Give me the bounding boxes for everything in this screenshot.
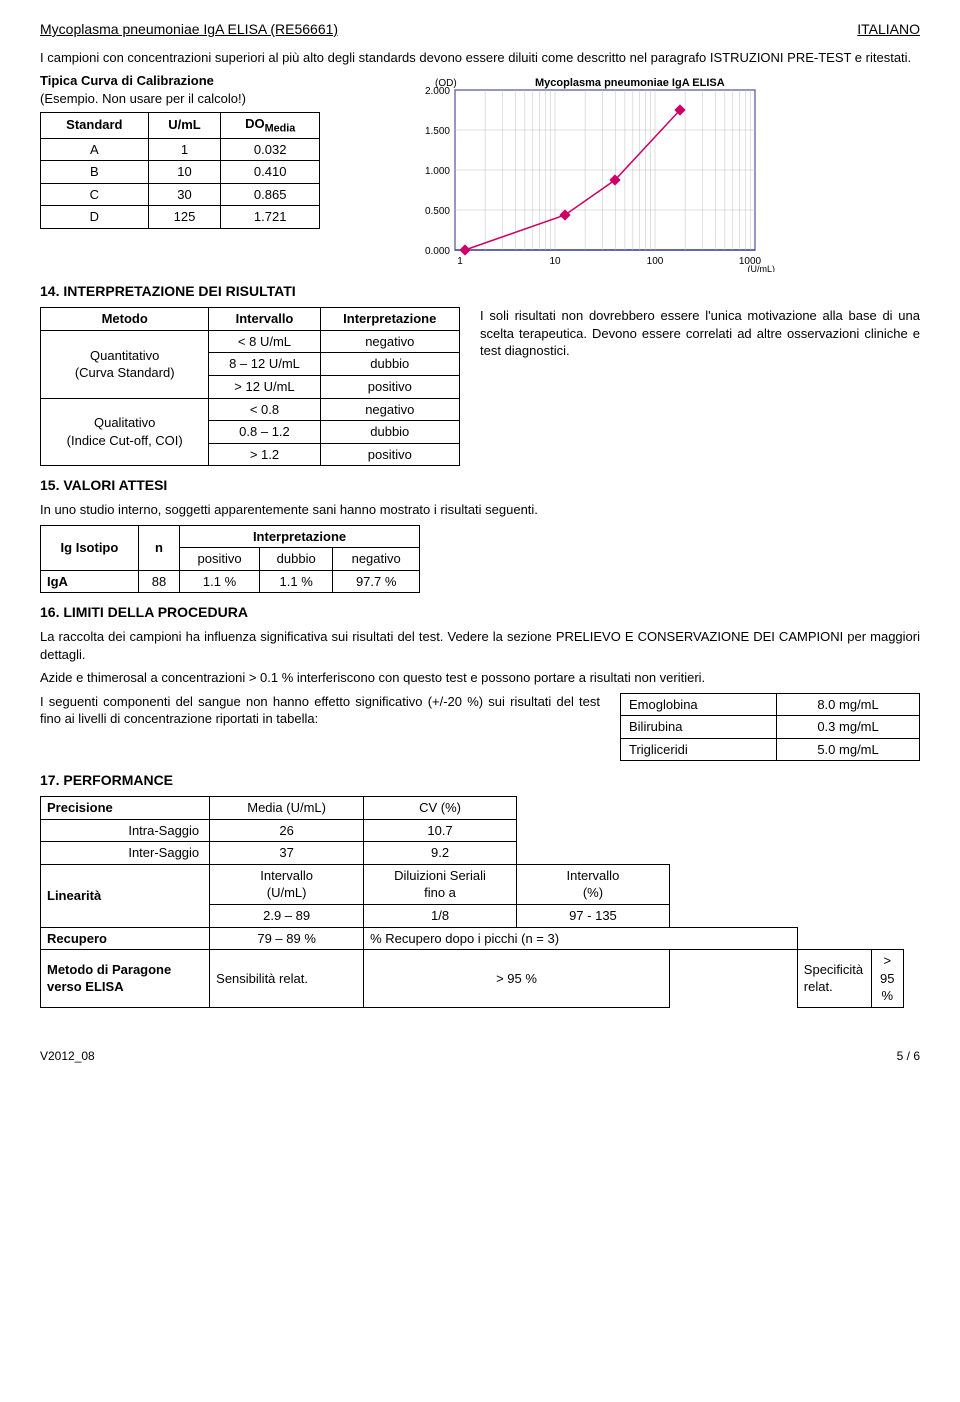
interpretation-table: MetodoIntervalloInterpretazione Quantita… (40, 307, 460, 466)
svg-text:Mycoplasma pneumoniae IgA ELIS: Mycoplasma pneumoniae IgA ELISA (535, 77, 725, 89)
intro-text: I campioni con concentrazioni superiori … (40, 49, 920, 67)
s16-p3: I seguenti componenti del sangue non han… (40, 693, 600, 728)
header-left: Mycoplasma pneumoniae IgA ELISA (RE56661… (40, 20, 338, 39)
table-row: D1251.721 (41, 206, 320, 229)
svg-text:0.500: 0.500 (425, 206, 450, 217)
expected-values-table: Ig Isotipo n Interpretazione positivodub… (40, 525, 420, 594)
svg-text:1.000: 1.000 (425, 166, 450, 177)
s16-p2: Azide e thimerosal a concentrazioni > 0.… (40, 669, 920, 687)
col-standard: Standard (41, 112, 149, 138)
section-15-title: 15. VALORI ATTESI (40, 476, 920, 495)
svg-text:1.500: 1.500 (425, 126, 450, 137)
calibration-table: Standard U/mL DOMedia A10.032 B100.410 C… (40, 112, 320, 229)
footer-right: 5 / 6 (897, 1048, 920, 1064)
header-right: ITALIANO (857, 20, 920, 39)
s15-text: In uno studio interno, soggetti apparent… (40, 501, 920, 519)
col-uml: U/mL (148, 112, 221, 138)
page-footer: V2012_08 5 / 6 (40, 1048, 920, 1064)
performance-table: Precisione Media (U/mL) CV (%) Intra-Sag… (40, 796, 920, 1007)
footer-left: V2012_08 (40, 1048, 95, 1064)
table-row: B100.410 (41, 161, 320, 184)
interference-table: Emoglobina8.0 mg/mL Bilirubina0.3 mg/mL … (620, 693, 920, 762)
s16-p1: La raccolta dei campioni ha influenza si… (40, 628, 920, 663)
calibration-chart: (OD) Mycoplasma pneumoniae IgA ELISA 2.0… (380, 72, 920, 272)
svg-text:2.000: 2.000 (425, 86, 450, 97)
page-header: Mycoplasma pneumoniae IgA ELISA (RE56661… (40, 20, 920, 39)
section-17-title: 17. PERFORMANCE (40, 771, 920, 790)
svg-text:100: 100 (647, 256, 664, 267)
svg-text:1: 1 (457, 256, 463, 267)
calibration-row: Tipica Curva di Calibrazione (Esempio. N… (40, 72, 920, 272)
svg-text:(U/mL): (U/mL) (748, 264, 776, 272)
section-14-title: 14. INTERPRETAZIONE DEI RISULTATI (40, 282, 920, 301)
table-row: A10.032 (41, 138, 320, 161)
calib-title: Tipica Curva di Calibrazione (40, 72, 360, 90)
col-do: DOMedia (221, 112, 320, 138)
calib-subtitle: (Esempio. Non usare per il calcolo!) (40, 90, 360, 108)
svg-text:0.000: 0.000 (425, 246, 450, 257)
table-row: C300.865 (41, 183, 320, 206)
svg-text:10: 10 (549, 256, 561, 267)
interpretation-note: I soli risultati non dovrebbero essere l… (480, 307, 920, 360)
section-16-title: 16. LIMITI DELLA PROCEDURA (40, 603, 920, 622)
